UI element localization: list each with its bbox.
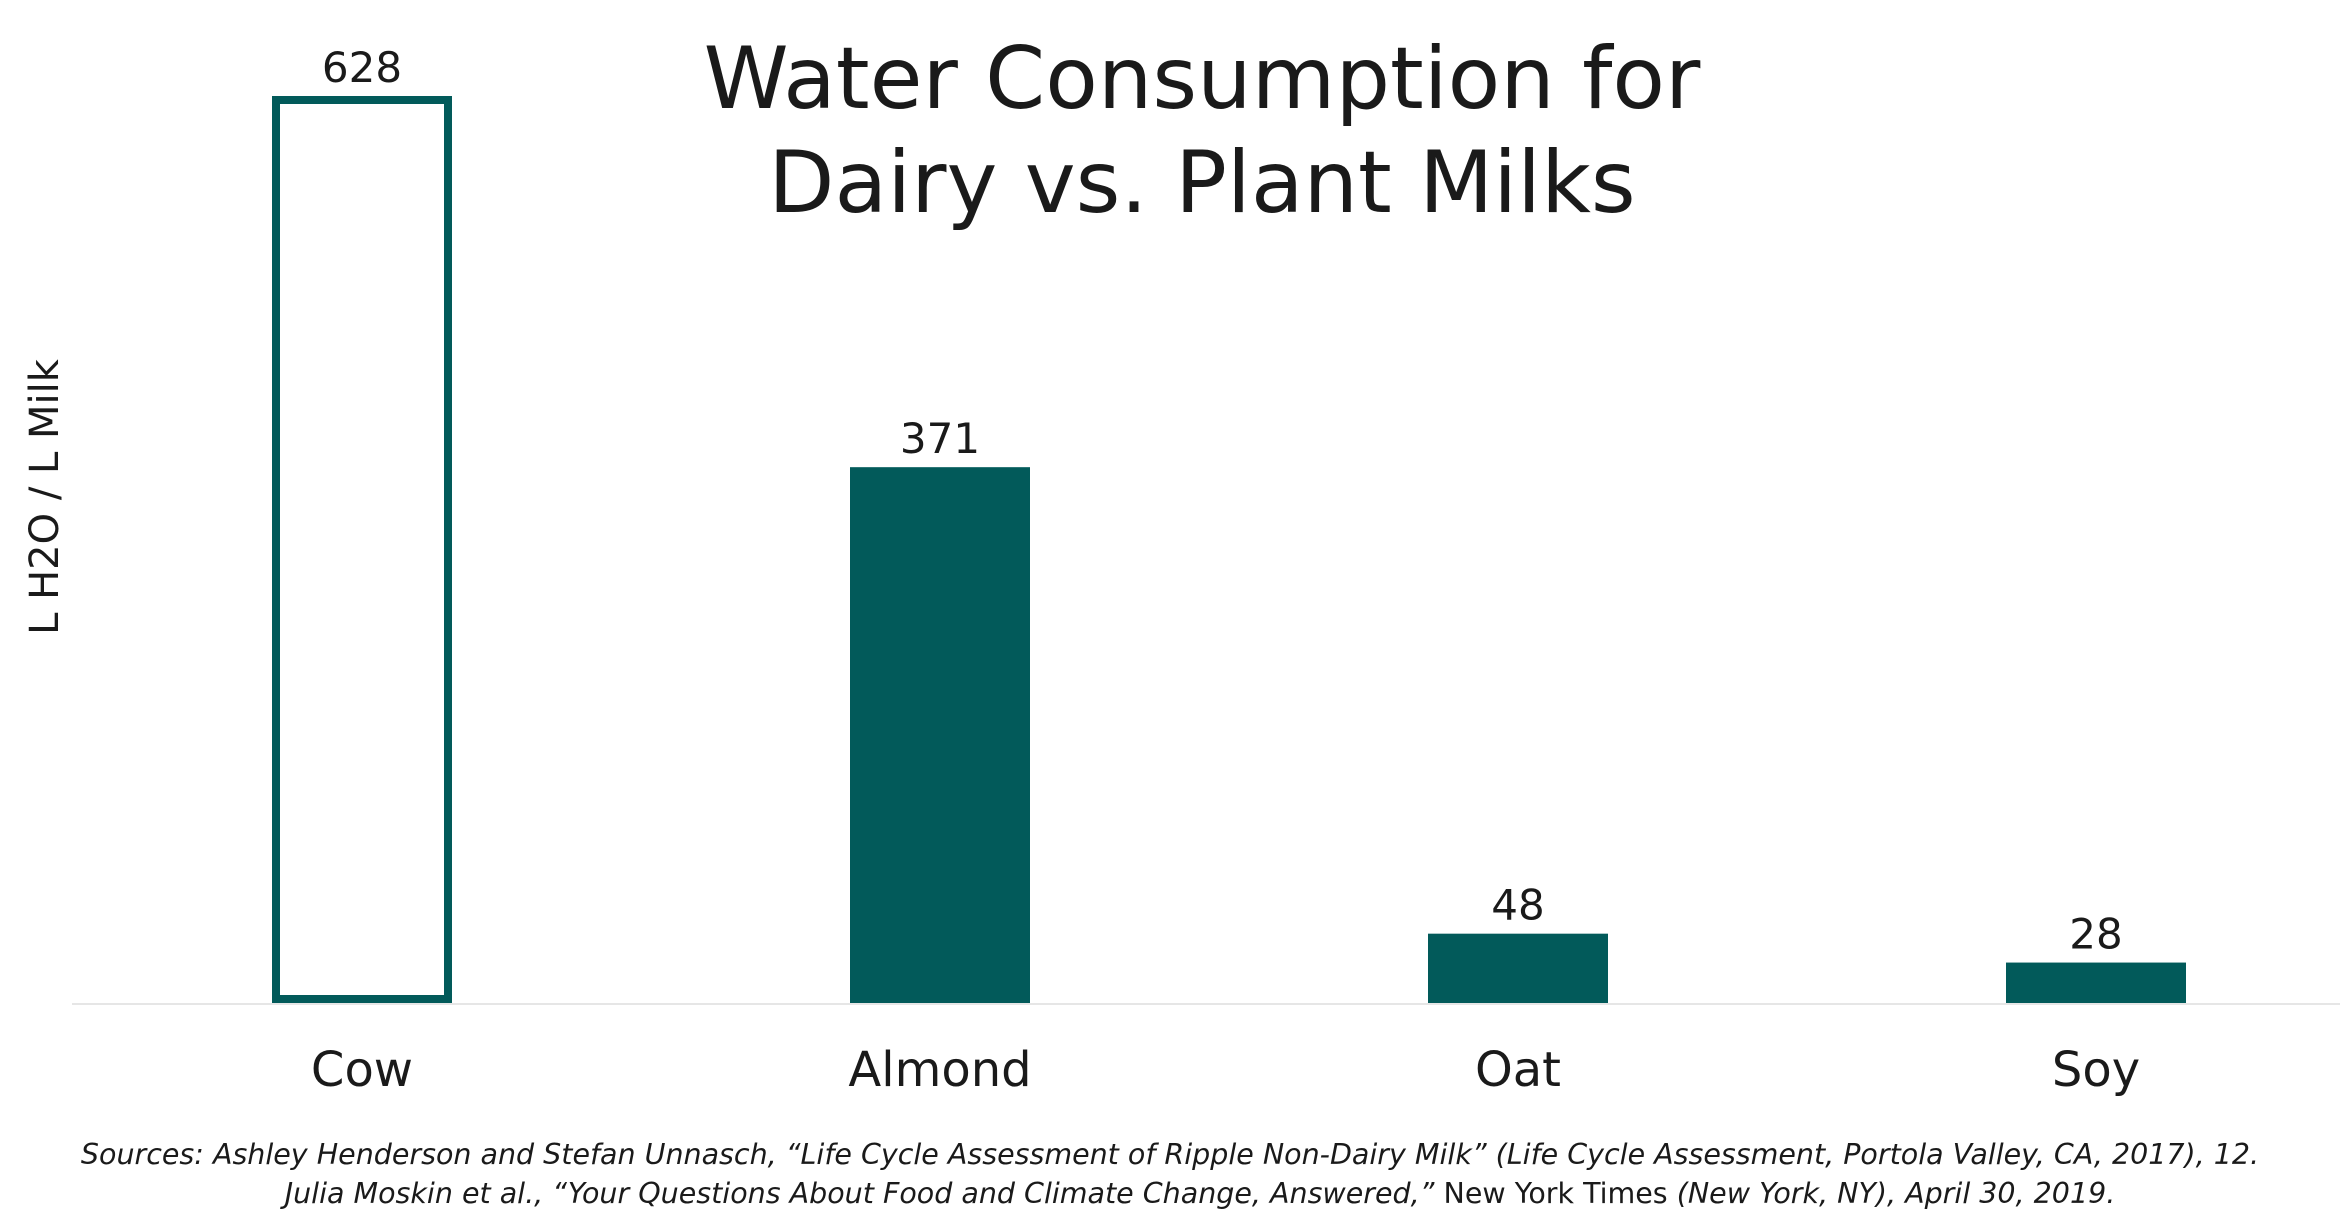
source-line-2: Julia Moskin et al., “Your Questions Abo… — [280, 1177, 2116, 1210]
bar-cow — [272, 96, 452, 1003]
data-label-almond: 371 — [900, 414, 980, 463]
source-line-1-text: Sources: Ashley Henderson and Stefan Unn… — [81, 1138, 2259, 1171]
source-line-2-publication: New York Times — [1444, 1177, 1668, 1210]
source-line-2-part-a: Julia Moskin et al., “Your Questions Abo… — [280, 1177, 1444, 1210]
bar-oat — [1428, 933, 1608, 1003]
x-tick-label-almond: Almond — [848, 1042, 1031, 1098]
x-tick-label-soy: Soy — [2052, 1042, 2140, 1098]
y-axis-label: L H2O / L Milk — [22, 358, 68, 635]
data-label-cow: 628 — [322, 43, 402, 92]
bars-group — [272, 96, 2186, 1003]
bar-soy — [2006, 962, 2186, 1003]
data-labels-group: 628 371 48 28 — [322, 43, 2123, 959]
data-label-soy: 28 — [2069, 910, 2122, 959]
bar-almond — [850, 467, 1030, 1003]
source-line-1: Sources: Ashley Henderson and Stefan Unn… — [81, 1138, 2259, 1171]
x-tick-label-oat: Oat — [1475, 1042, 1561, 1098]
chart-title-line-2: Dairy vs. Plant Milks — [768, 133, 1635, 233]
chart-title-line-1: Water Consumption for — [704, 29, 1701, 129]
source-line-2-part-c: (New York, NY), April 30, 2019. — [1668, 1177, 2116, 1210]
x-tick-label-cow: Cow — [311, 1042, 413, 1098]
data-label-oat: 48 — [1491, 881, 1544, 930]
x-tick-labels-group: Cow Almond Oat Soy — [311, 1042, 2140, 1098]
